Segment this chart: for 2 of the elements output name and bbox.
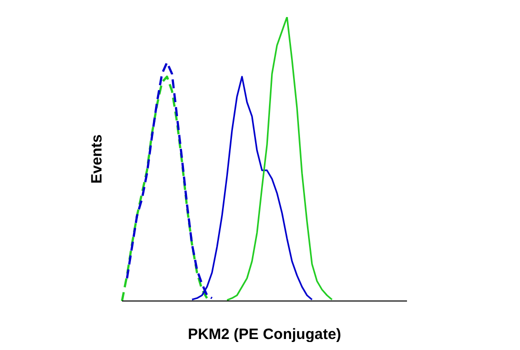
x-axis-title: PKM2 (PE Conjugate): [188, 326, 342, 343]
y-axis-title: Events: [88, 134, 106, 184]
